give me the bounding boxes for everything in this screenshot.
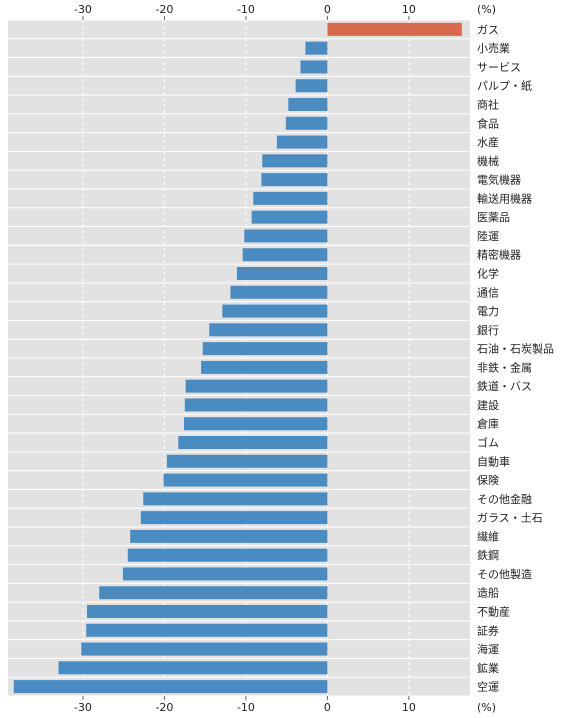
category-label: 銀行 bbox=[477, 323, 499, 337]
bar bbox=[13, 680, 328, 694]
category-label: 食品 bbox=[477, 116, 499, 130]
bar bbox=[58, 661, 328, 675]
category-label: 電力 bbox=[477, 305, 499, 318]
bottom-axis: -30 -20 -10 0 10 bbox=[74, 696, 416, 714]
category-label: サービス bbox=[477, 61, 521, 74]
category-label: 鉄道・バス bbox=[477, 379, 532, 393]
category-label: その他製造 bbox=[477, 567, 532, 581]
category-label: 化学 bbox=[477, 267, 499, 281]
tick-label-bottom: 10 bbox=[402, 701, 416, 714]
bar bbox=[295, 79, 328, 93]
bar bbox=[122, 567, 328, 581]
category-label: 自動車 bbox=[477, 454, 510, 468]
category-label: 商社 bbox=[477, 98, 499, 112]
bar bbox=[202, 342, 328, 356]
category-label: 保険 bbox=[477, 473, 499, 487]
category-label: 鉄鋼 bbox=[477, 548, 499, 562]
bar bbox=[201, 360, 328, 374]
category-label: 非鉄・金属 bbox=[477, 360, 532, 374]
category-label: ゴム bbox=[477, 436, 499, 450]
tick-label-top: -10 bbox=[237, 3, 255, 16]
bar bbox=[184, 417, 328, 431]
bar bbox=[222, 304, 328, 318]
bar bbox=[305, 41, 328, 55]
category-label: 倉庫 bbox=[477, 417, 499, 431]
bar bbox=[99, 586, 328, 600]
category-label: 証券 bbox=[477, 623, 499, 637]
bar bbox=[230, 285, 328, 299]
category-label: 医薬品 bbox=[477, 211, 510, 224]
bar bbox=[300, 60, 328, 74]
tick-label-top: -20 bbox=[155, 3, 173, 16]
bars bbox=[13, 22, 462, 694]
category-label: 海運 bbox=[477, 642, 499, 656]
tick-label-bottom: -20 bbox=[155, 701, 173, 714]
bar bbox=[276, 135, 328, 149]
bar bbox=[166, 454, 328, 468]
category-label: 機械 bbox=[477, 154, 499, 168]
bar bbox=[262, 154, 328, 168]
tick-label-top: 10 bbox=[402, 3, 416, 16]
bar bbox=[81, 642, 328, 656]
unit-label-bottom: (%) bbox=[477, 701, 496, 714]
bar bbox=[251, 210, 328, 224]
category-label: 鉱業 bbox=[477, 661, 499, 675]
bar bbox=[242, 248, 328, 262]
category-label: 水産 bbox=[477, 136, 499, 149]
tick-label-bottom: -10 bbox=[237, 701, 255, 714]
bar bbox=[327, 22, 462, 36]
top-axis: -30 -20 -10 0 10 bbox=[74, 3, 416, 20]
category-label: 石油・石炭製品 bbox=[477, 342, 554, 356]
bar bbox=[209, 323, 328, 337]
bar bbox=[86, 623, 328, 637]
category-label: 陸運 bbox=[477, 230, 499, 243]
bar bbox=[261, 173, 328, 187]
tick-label-top: -30 bbox=[74, 3, 92, 16]
tick-label-bottom: -30 bbox=[74, 701, 92, 714]
category-label: 通信 bbox=[477, 286, 499, 299]
category-label: 空運 bbox=[477, 680, 499, 694]
bar bbox=[184, 398, 328, 412]
category-label: 電気機器 bbox=[477, 173, 521, 187]
tick-label-bottom: 0 bbox=[324, 701, 331, 714]
category-label: 小売業 bbox=[477, 42, 510, 55]
category-label: パルプ・紙 bbox=[477, 79, 532, 93]
category-label: 建設 bbox=[477, 398, 499, 412]
bar bbox=[130, 529, 328, 543]
category-label: 造船 bbox=[477, 586, 499, 600]
bar bbox=[163, 473, 328, 487]
category-label: ガラス・土石 bbox=[477, 512, 543, 525]
bar bbox=[140, 511, 328, 525]
bar bbox=[127, 548, 328, 562]
bar bbox=[253, 191, 328, 205]
grid-lines bbox=[8, 19, 470, 697]
category-labels: ガス小売業サービスパルプ・紙商社食品水産機械電気機器輸送用機器医薬品陸運精密機器… bbox=[477, 23, 554, 693]
category-label: その他金融 bbox=[477, 492, 532, 506]
tick-label-top: 0 bbox=[324, 3, 331, 16]
category-label: 精密機器 bbox=[477, 248, 521, 262]
category-label: 繊維 bbox=[477, 530, 499, 543]
bar bbox=[185, 379, 328, 393]
bar bbox=[236, 267, 328, 280]
category-label: 不動産 bbox=[477, 605, 510, 619]
bar bbox=[285, 116, 328, 130]
bar bbox=[244, 229, 328, 243]
unit-label-top: (%) bbox=[477, 3, 496, 16]
category-label: 輸送用機器 bbox=[477, 191, 532, 205]
category-label: ガス bbox=[477, 23, 499, 36]
bar bbox=[288, 98, 328, 111]
bar bbox=[143, 492, 328, 506]
bar bbox=[178, 436, 328, 449]
bar bbox=[87, 605, 328, 618]
